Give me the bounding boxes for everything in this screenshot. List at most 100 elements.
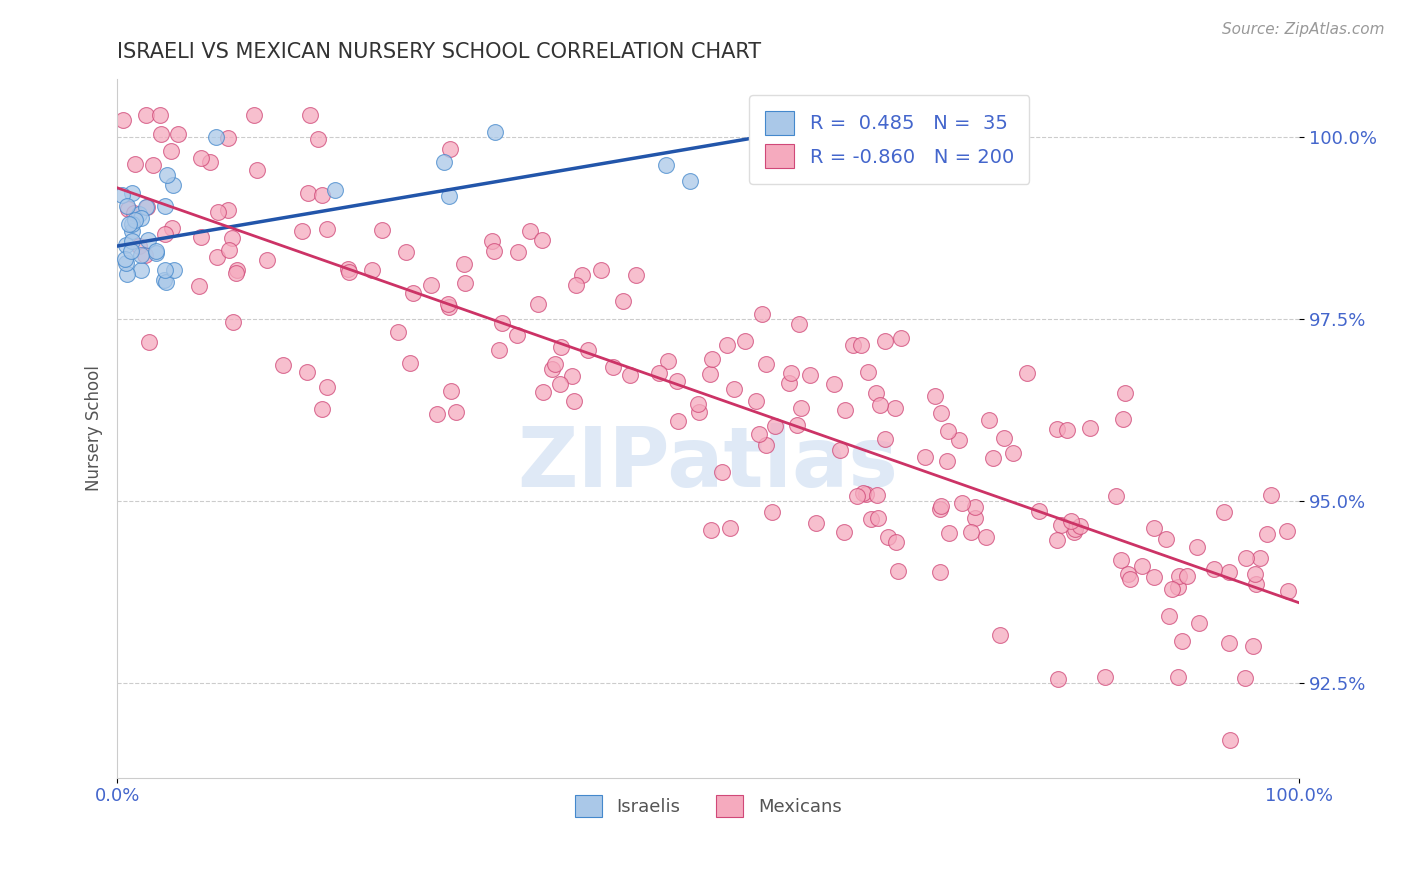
Point	[136, 200, 159, 214]
Point	[316, 380, 339, 394]
Point	[142, 158, 165, 172]
Point	[153, 273, 176, 287]
Y-axis label: Nursery School: Nursery School	[86, 365, 103, 491]
Point	[875, 433, 897, 447]
Point	[602, 359, 624, 374]
Point	[1114, 385, 1136, 400]
Text: ISRAELI VS MEXICAN NURSERY SCHOOL CORRELATION CHART: ISRAELI VS MEXICAN NURSERY SCHOOL CORREL…	[117, 42, 761, 62]
Point	[979, 413, 1001, 427]
Point	[548, 376, 571, 391]
Point	[804, 516, 827, 530]
Point	[869, 398, 891, 412]
Point	[122, 206, 145, 220]
Point	[145, 245, 167, 260]
Point	[856, 366, 879, 380]
Point	[1056, 423, 1078, 437]
Point	[778, 376, 800, 391]
Point	[246, 163, 269, 178]
Point	[890, 331, 912, 345]
Point	[688, 397, 710, 411]
Point	[1218, 636, 1240, 650]
Point	[981, 450, 1004, 465]
Point	[129, 211, 152, 226]
Point	[1185, 541, 1208, 555]
Point	[876, 530, 898, 544]
Point	[761, 505, 783, 519]
Point	[823, 376, 845, 391]
Point	[842, 337, 865, 351]
Point	[225, 266, 247, 280]
Point	[1049, 517, 1071, 532]
Point	[1212, 505, 1234, 519]
Point	[1109, 553, 1132, 567]
Point	[221, 231, 243, 245]
Point	[437, 301, 460, 315]
Point	[619, 368, 641, 382]
Point	[1168, 569, 1191, 583]
Point	[297, 365, 319, 379]
Point	[1143, 570, 1166, 584]
Point	[1233, 672, 1256, 686]
Point	[124, 213, 146, 227]
Point	[786, 417, 808, 432]
Point	[688, 405, 710, 419]
Point	[124, 157, 146, 171]
Point	[540, 361, 562, 376]
Point	[243, 108, 266, 122]
Point	[188, 279, 211, 293]
Point	[865, 488, 887, 502]
Point	[950, 496, 973, 510]
Point	[748, 426, 770, 441]
Point	[928, 501, 950, 516]
Point	[755, 357, 778, 371]
Point	[666, 414, 689, 428]
Point	[256, 253, 278, 268]
Point	[134, 248, 156, 262]
Point	[1187, 615, 1209, 630]
Point	[117, 202, 139, 217]
Point	[589, 263, 612, 277]
Point	[506, 245, 529, 260]
Point	[745, 394, 768, 409]
Point	[387, 325, 409, 339]
Point	[155, 276, 177, 290]
Point	[439, 384, 461, 398]
Point	[271, 358, 294, 372]
Point	[433, 155, 456, 169]
Point	[159, 144, 181, 158]
Point	[138, 335, 160, 350]
Point	[1241, 639, 1264, 653]
Point	[1167, 580, 1189, 594]
Point	[128, 207, 150, 221]
Point	[988, 627, 1011, 641]
Point	[938, 526, 960, 541]
Point	[204, 129, 226, 144]
Point	[993, 431, 1015, 445]
Point	[361, 263, 384, 277]
Point	[657, 353, 679, 368]
Point	[488, 343, 510, 358]
Point	[624, 268, 647, 283]
Point	[484, 125, 506, 139]
Point	[190, 151, 212, 165]
Point	[1069, 519, 1091, 533]
Point	[1244, 567, 1267, 582]
Point	[453, 257, 475, 271]
Point	[135, 201, 157, 215]
Point	[167, 127, 190, 141]
Point	[121, 186, 143, 201]
Point	[115, 237, 138, 252]
Point	[129, 248, 152, 262]
Point	[114, 255, 136, 269]
Point	[679, 174, 702, 188]
Point	[1219, 732, 1241, 747]
Point	[544, 357, 567, 371]
Point	[1244, 577, 1267, 591]
Point	[297, 186, 319, 200]
Point	[550, 340, 572, 354]
Point	[1130, 559, 1153, 574]
Point	[883, 401, 905, 415]
Point	[866, 511, 889, 525]
Point	[846, 489, 869, 503]
Point	[190, 230, 212, 244]
